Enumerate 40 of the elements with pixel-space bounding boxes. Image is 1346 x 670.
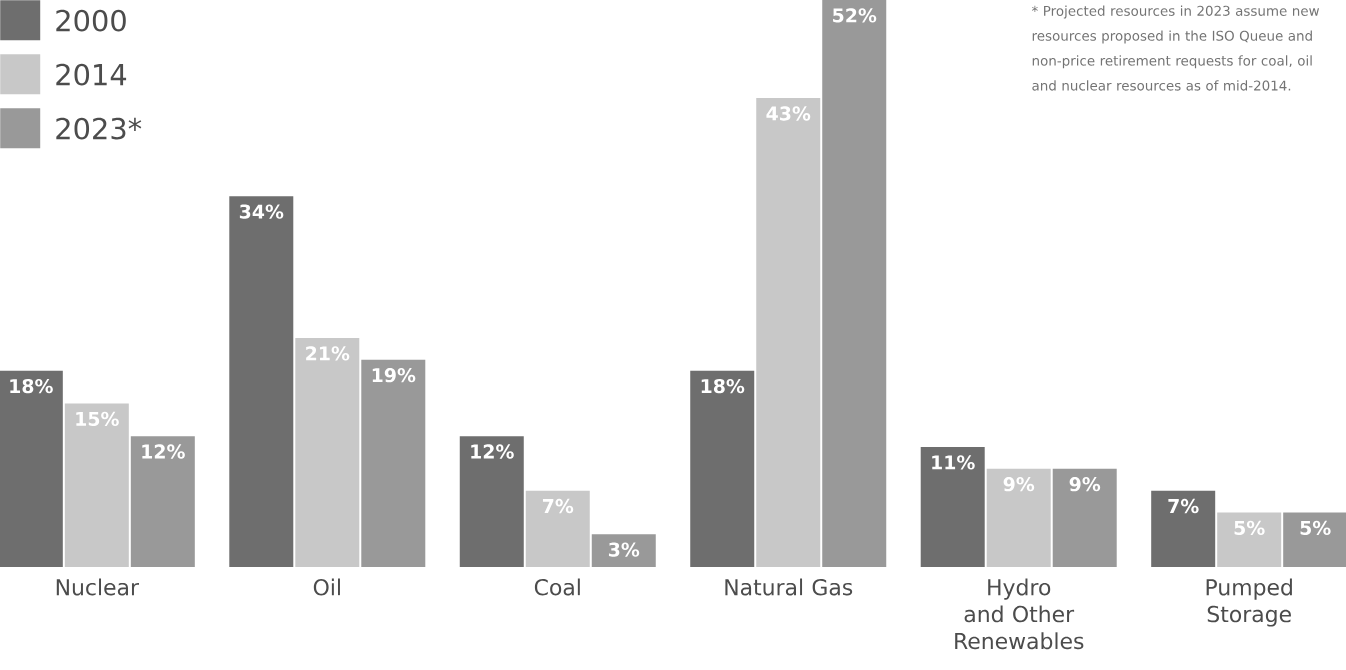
bar — [986, 468, 1051, 567]
bar — [1151, 490, 1216, 567]
bar — [690, 370, 755, 567]
legend-label: 2000 — [56, 9, 126, 32]
bar — [0, 370, 63, 567]
data-label: 7% — [1168, 498, 1199, 514]
bar — [229, 196, 294, 567]
x-tick-label: Coal — [534, 578, 580, 596]
bar — [920, 447, 985, 567]
data-label: 12% — [142, 444, 185, 459]
bar — [130, 436, 195, 567]
x-tick-label: Nuclear — [56, 578, 140, 596]
bar — [295, 338, 360, 567]
annotation: * Projected resources in 2023 assume new resources proposed in the ISO Queue and non-price retirement requests for coal, oil and nuclear resources as of mid-2014. — [1031, 5, 1320, 91]
bar — [1052, 468, 1117, 567]
data-label: 34% — [239, 204, 284, 219]
bar — [822, 0, 887, 567]
legend-label: 2014 — [56, 63, 127, 86]
data-label: 11% — [932, 455, 975, 470]
x-tick-label: Oil — [313, 578, 340, 596]
data-label: 12% — [471, 444, 514, 459]
bar — [361, 359, 426, 567]
data-label: 3% — [608, 542, 640, 557]
bar — [1283, 512, 1346, 567]
data-label: 9% — [1069, 477, 1101, 492]
x-tick-label: Hydro and Other Renewables — [955, 578, 1084, 650]
data-label: 19% — [372, 368, 416, 383]
data-label: 5% — [1300, 520, 1331, 535]
data-label: 52% — [833, 8, 877, 23]
data-label: 18% — [10, 378, 53, 394]
x-tick-label: Natural Gas — [725, 578, 853, 596]
bar — [525, 490, 590, 567]
legend-label: 2023* — [56, 117, 142, 140]
bar — [64, 403, 129, 567]
bar — [756, 98, 821, 567]
data-label: 18% — [701, 378, 745, 394]
x-tick-label: Pumped Storage — [1206, 578, 1292, 627]
bar — [1217, 512, 1282, 567]
bar — [591, 534, 656, 567]
bar — [459, 436, 524, 567]
